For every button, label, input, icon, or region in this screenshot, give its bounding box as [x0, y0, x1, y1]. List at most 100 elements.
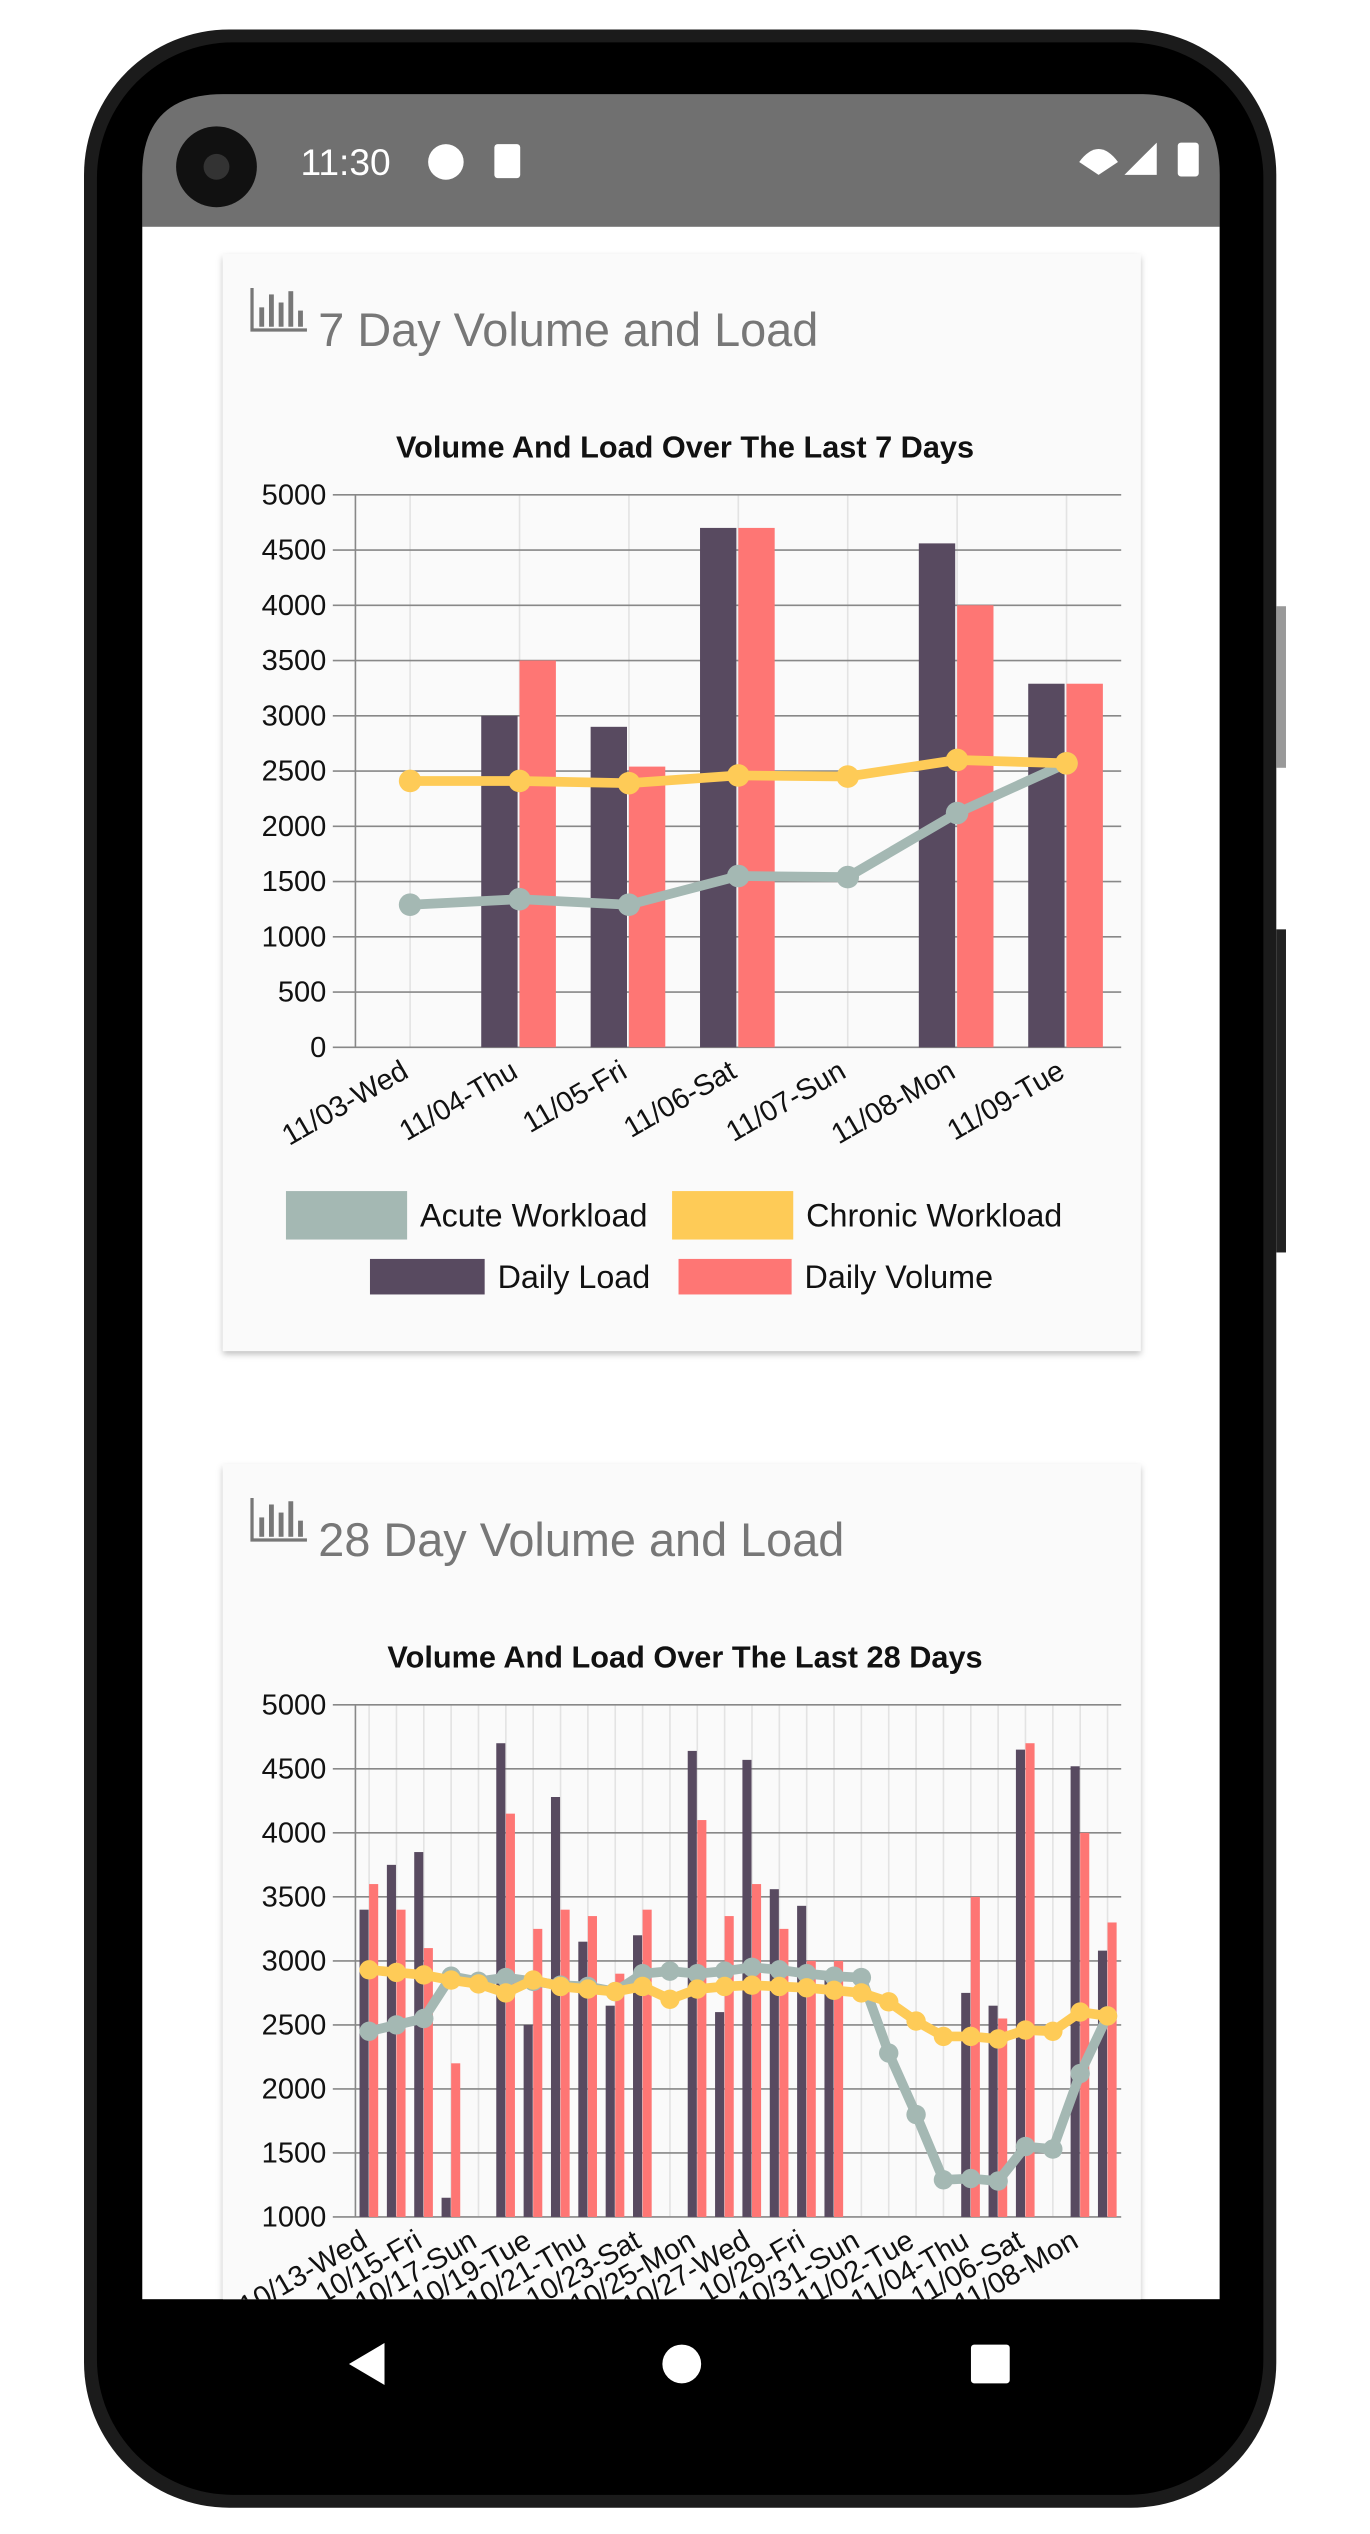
line-point	[660, 1961, 680, 1981]
y-tick-label: 3500	[262, 1882, 327, 1914]
y-tick-label: 4000	[262, 590, 327, 622]
bar	[550, 1797, 561, 2217]
line-point	[359, 2021, 379, 2041]
line-point	[605, 1981, 625, 2002]
bar	[633, 1935, 643, 2217]
line-point	[617, 771, 641, 795]
bar	[396, 1909, 406, 2217]
line-point	[988, 2029, 1008, 2049]
line-point	[1043, 2139, 1063, 2159]
bar	[769, 1889, 779, 2217]
bar	[1025, 1743, 1035, 2217]
line-point	[414, 1965, 434, 1985]
chart-icon-bar	[288, 1501, 294, 1537]
bar	[697, 1820, 707, 2217]
chart-icon-bar	[278, 1512, 284, 1537]
y-tick-label: 1000	[262, 921, 327, 953]
line-point	[468, 1974, 489, 1994]
y-tick-label: 2500	[262, 756, 327, 788]
home-button[interactable]	[662, 2344, 702, 2384]
bar	[1015, 1749, 1026, 2217]
bar	[587, 1916, 597, 2217]
chart-icon	[250, 1498, 307, 1542]
line-point	[1070, 2002, 1090, 2022]
line-point	[523, 1970, 543, 1990]
legend-label: Acute Workload	[420, 1198, 647, 1234]
y-tick-label: 1000	[262, 2202, 327, 2234]
line-point	[1055, 751, 1078, 775]
chart-icon-bar	[268, 294, 274, 327]
line-point	[578, 1979, 598, 1999]
y-tick-label: 4000	[262, 1818, 327, 1850]
bar	[1080, 1832, 1090, 2217]
bar	[961, 1992, 971, 2217]
bar	[957, 605, 994, 1048]
line-point	[714, 1961, 735, 1981]
y-tick-label: 3000	[262, 1946, 327, 1978]
chart-icon-bar	[278, 302, 284, 327]
line-point	[727, 864, 750, 888]
back-button[interactable]	[348, 2342, 385, 2385]
line-point	[1097, 2006, 1118, 2026]
bar	[481, 715, 518, 1048]
line-point	[769, 1976, 790, 1997]
side-button	[1276, 929, 1286, 1253]
line-point	[961, 2026, 981, 2047]
bar	[806, 1960, 816, 2217]
line-point	[359, 1960, 379, 1980]
line-point	[386, 2015, 407, 2035]
line-point	[906, 2011, 926, 2031]
line-point	[945, 748, 969, 772]
bar	[519, 660, 556, 1048]
sd-icon	[494, 144, 521, 179]
bar	[918, 543, 956, 1048]
y-tick-label: 3000	[262, 700, 327, 732]
bar	[359, 1909, 369, 2217]
bar	[824, 1973, 834, 2217]
bar	[1070, 1766, 1080, 2217]
line-point	[906, 2104, 926, 2125]
line-point	[550, 1976, 571, 1997]
bar	[1028, 683, 1065, 1048]
bar	[523, 2024, 533, 2217]
line-point	[1070, 2063, 1090, 2084]
line-point	[1043, 2021, 1063, 2041]
line-point	[961, 2168, 981, 2189]
line-point	[933, 2170, 954, 2190]
bar	[441, 2197, 451, 2217]
line-point	[879, 1992, 899, 2012]
line-point	[742, 1957, 762, 1977]
y-tick-label: 4500	[262, 535, 327, 567]
card-title: 7 Day Volume and Load	[318, 304, 818, 356]
chart-title: Volume And Load Over The Last 28 Days	[387, 1640, 982, 1675]
legend-swatch	[369, 1258, 485, 1295]
chart-icon-bar	[298, 310, 303, 327]
y-tick-label: 5000	[262, 1690, 327, 1722]
chart-icon	[250, 287, 307, 332]
recents-button[interactable]	[970, 2344, 1010, 2384]
line-point	[742, 1975, 762, 1995]
line-point	[398, 893, 422, 917]
bar	[505, 1813, 515, 2217]
legend-swatch	[672, 1191, 794, 1240]
bar	[615, 1973, 625, 2217]
bar	[578, 1941, 588, 2217]
line-point	[414, 2008, 434, 2029]
line-point	[945, 801, 969, 825]
bar	[970, 1896, 980, 2217]
bar	[1107, 1922, 1117, 2217]
y-tick-label: 3500	[262, 645, 327, 677]
line	[368, 1965, 1109, 2044]
line-point	[687, 1979, 707, 1999]
legend-swatch	[678, 1258, 792, 1295]
bar	[738, 527, 775, 1048]
line-point	[988, 2171, 1008, 2191]
line-point	[796, 1963, 817, 1984]
legend-swatch	[285, 1191, 408, 1240]
bar	[369, 1884, 379, 2217]
chart-icon-bar	[259, 1517, 265, 1537]
y-tick-label: 1500	[262, 866, 327, 898]
side-button	[1276, 606, 1286, 768]
bar	[988, 2005, 998, 2217]
